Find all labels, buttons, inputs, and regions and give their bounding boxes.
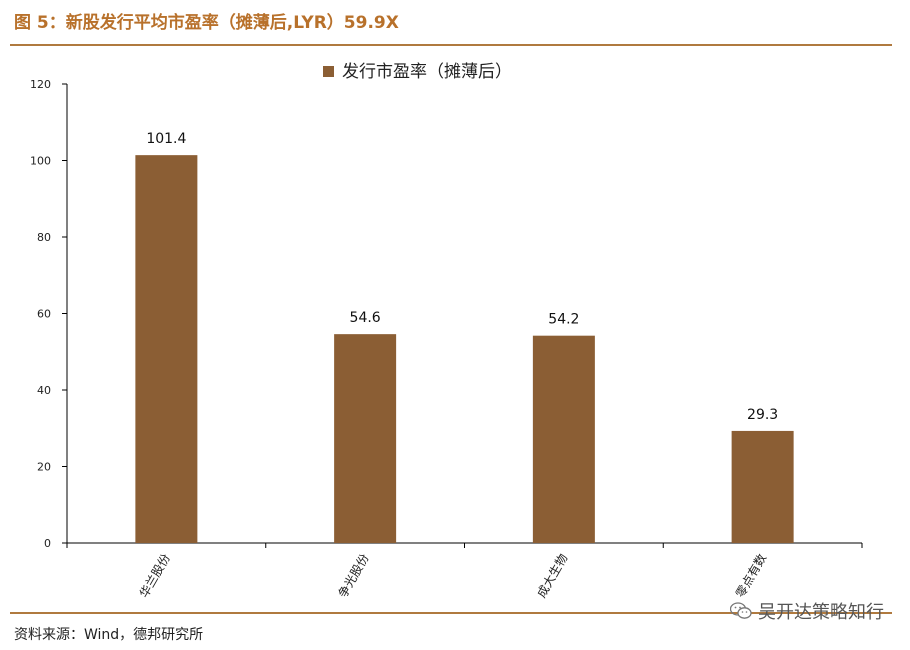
y-tick-label: 80 <box>37 231 51 244</box>
data-label: 29.3 <box>747 407 778 423</box>
wechat-icon <box>730 602 752 619</box>
data-label: 54.6 <box>350 310 381 326</box>
legend-label: 发行市盈率（摊薄后） <box>342 62 512 82</box>
y-tick-label: 100 <box>30 155 51 168</box>
source-note: 资料来源：Wind，德邦研究所 <box>14 627 204 643</box>
figure-title: 图 5：新股发行平均市盈率（摊薄后,LYR）59.9X <box>14 13 399 33</box>
data-label: 101.4 <box>146 131 186 147</box>
category-label: 成大生物 <box>534 552 570 601</box>
y-tick-label: 60 <box>37 308 51 321</box>
y-tick-label: 20 <box>37 461 51 474</box>
bar <box>135 155 198 543</box>
top-rule <box>10 44 892 46</box>
bottom-rule <box>10 612 892 614</box>
bar <box>334 334 397 543</box>
watermark-text: 吴开达策略知行 <box>758 602 884 623</box>
bar <box>731 430 794 543</box>
category-label: 争光股份 <box>336 552 372 601</box>
watermark: 吴开达策略知行 <box>730 598 884 624</box>
bar <box>532 335 595 543</box>
bar-chart: 发行市盈率（摊薄后） 0 20 40 60 80 100 120 101.4 华兰股份 54.6 争光… <box>30 62 863 601</box>
category-label: 零点有数 <box>732 551 769 600</box>
category-label: 华兰股份 <box>137 552 173 601</box>
data-label: 54.2 <box>548 312 579 328</box>
legend-swatch <box>323 66 334 77</box>
y-tick-label: 40 <box>37 384 51 397</box>
y-tick-label: 120 <box>30 78 51 91</box>
y-tick-label: 0 <box>44 537 51 550</box>
